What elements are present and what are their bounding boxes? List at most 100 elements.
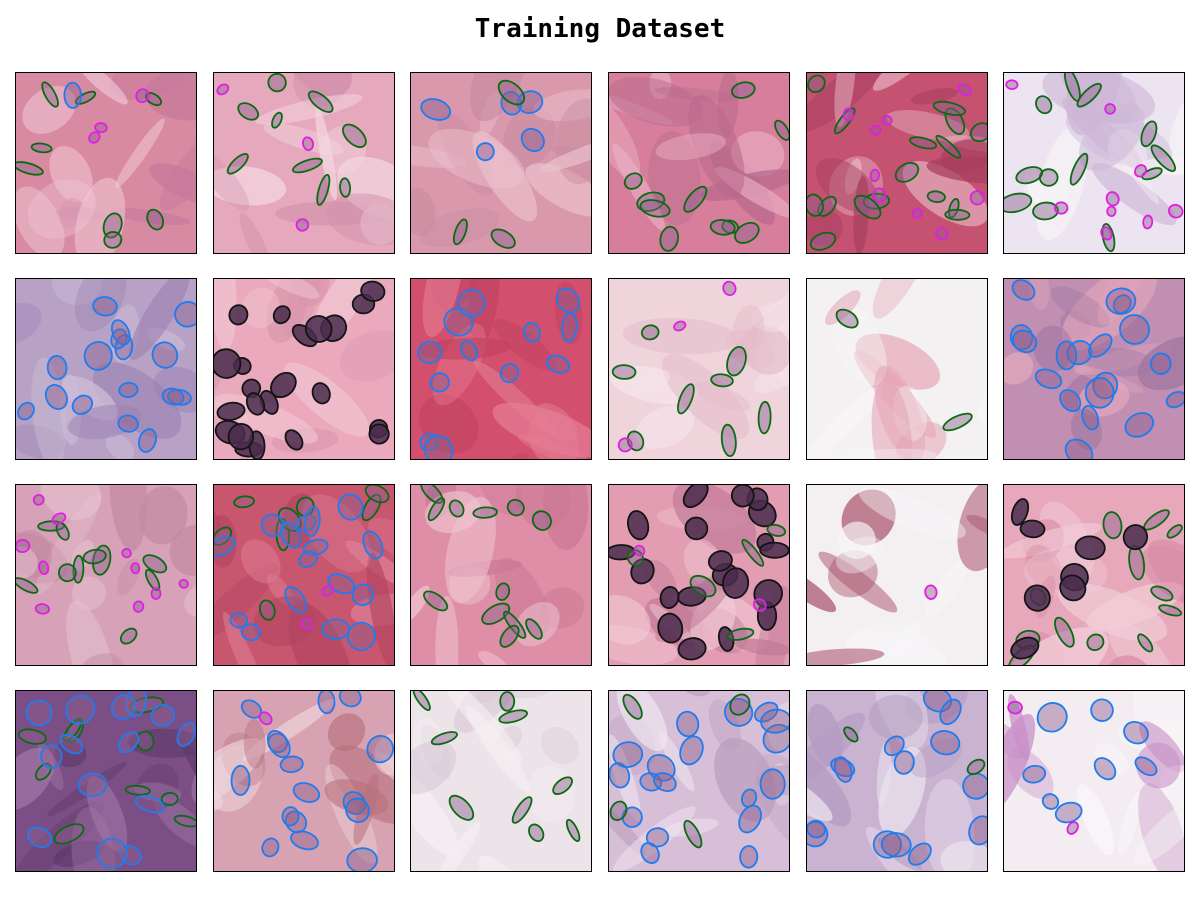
tissue-texture	[1023, 164, 1042, 210]
nucleus-body	[1060, 575, 1086, 601]
nucleus-body	[723, 281, 736, 296]
tissue-texture	[834, 73, 856, 128]
green-nucleus-outline	[35, 762, 52, 781]
nucleus-body	[345, 798, 370, 823]
green-nucleus-outline	[528, 823, 545, 843]
green-nucleus-outline	[103, 231, 123, 249]
nucleus-body	[147, 209, 164, 230]
green-nucleus-outline	[342, 123, 367, 148]
magenta-nucleus-outline	[121, 548, 132, 559]
green-nucleus-outline	[142, 554, 168, 574]
nucleus-body	[1094, 758, 1116, 780]
nucleus-body	[421, 99, 451, 120]
green-nucleus-outline	[623, 172, 643, 190]
black-nucleus-outline	[1074, 535, 1106, 561]
tissue-texture	[154, 797, 196, 848]
blue-nucleus-outline	[1123, 721, 1149, 745]
blue-nucleus-outline	[261, 837, 280, 858]
nucleus-body	[280, 756, 303, 773]
magenta-nucleus-outline	[673, 320, 687, 332]
blue-nucleus-outline	[500, 91, 523, 116]
nucleus-body	[622, 807, 642, 827]
green-nucleus-outline	[506, 498, 525, 517]
magenta-nucleus-outline	[88, 131, 101, 144]
nucleus-body	[1011, 637, 1039, 659]
blue-nucleus-outline	[676, 710, 700, 738]
blue-nucleus-outline	[71, 394, 94, 415]
nucleus-body	[1138, 634, 1153, 652]
tissue-texture	[411, 740, 457, 795]
tissue-tile-r2-c5	[806, 278, 988, 460]
nucleus-body	[318, 691, 335, 714]
magenta-nucleus-outline	[295, 218, 310, 232]
tissue-texture	[1141, 545, 1184, 608]
blue-nucleus-outline	[1165, 390, 1184, 409]
magenta-nucleus-outline	[1106, 205, 1117, 217]
green-nucleus-outline	[102, 212, 123, 239]
tissue-texture	[506, 691, 559, 699]
green-nucleus-outline	[226, 153, 249, 175]
nucleus-body	[735, 222, 759, 243]
green-nucleus-outline	[295, 496, 315, 517]
tissue-image	[411, 73, 591, 253]
magenta-nucleus-outline	[32, 493, 45, 506]
black-nucleus-outline	[311, 382, 331, 405]
nucleus-body	[290, 831, 319, 850]
tissue-texture	[477, 485, 523, 515]
green-nucleus-outline	[729, 693, 751, 716]
nucleus-body	[297, 514, 316, 532]
tissue-texture	[844, 158, 862, 195]
nucleus-body	[47, 355, 67, 380]
tissue-tile-r2-c2	[213, 278, 395, 460]
tissue-texture	[1077, 783, 1115, 856]
magenta-nucleus-outline	[1005, 79, 1019, 91]
nucleus-body	[292, 158, 322, 173]
nucleus-body	[680, 736, 703, 765]
nucleus-body	[1123, 525, 1148, 550]
blue-nucleus-outline	[1088, 333, 1113, 358]
tissue-texture	[326, 193, 394, 246]
tissue-texture	[16, 546, 38, 579]
green-nucleus-outline	[710, 373, 734, 388]
tissue-texture	[1137, 336, 1184, 391]
tissue-texture	[145, 73, 196, 121]
tissue-texture	[115, 118, 165, 188]
blue-nucleus-outline	[872, 830, 902, 859]
green-nucleus-outline	[1004, 192, 1033, 214]
black-nucleus-outline	[1010, 498, 1030, 526]
blue-nucleus-outline	[366, 734, 394, 764]
magenta-nucleus-outline	[722, 280, 737, 297]
tissue-texture	[609, 94, 641, 180]
nucleus-body	[637, 192, 665, 212]
tissue-texture	[1095, 742, 1129, 775]
tissue-texture	[327, 713, 366, 752]
tissue-texture	[16, 800, 104, 871]
tissue-texture	[655, 133, 726, 161]
nucleus-body	[64, 82, 82, 108]
nucleus-body	[610, 801, 627, 821]
nucleus-body	[739, 805, 762, 833]
tissue-texture	[109, 485, 148, 551]
nucleus-body	[449, 795, 474, 820]
blue-nucleus-outline	[417, 340, 443, 364]
blue-nucleus-outline	[523, 321, 541, 343]
tissue-image	[214, 485, 394, 665]
green-nucleus-outline	[53, 823, 85, 845]
nucleus-body	[936, 135, 961, 158]
tissue-texture	[543, 485, 589, 551]
nucleus-body	[1166, 391, 1184, 408]
tissue-texture	[807, 386, 884, 459]
tissue-texture	[609, 595, 651, 645]
tissue-image	[807, 691, 987, 871]
blue-nucleus-outline	[724, 697, 754, 727]
black-nucleus-outline	[722, 567, 750, 599]
nucleus-body	[507, 499, 524, 516]
tissue-texture	[924, 778, 975, 871]
tissue-texture	[222, 611, 273, 665]
blue-nucleus-outline	[883, 735, 905, 757]
tissue-texture	[1029, 279, 1050, 311]
tissue-texture	[411, 187, 436, 236]
nucleus-body	[72, 395, 93, 415]
nucleus-body	[179, 579, 188, 588]
tissue-image	[214, 691, 394, 871]
